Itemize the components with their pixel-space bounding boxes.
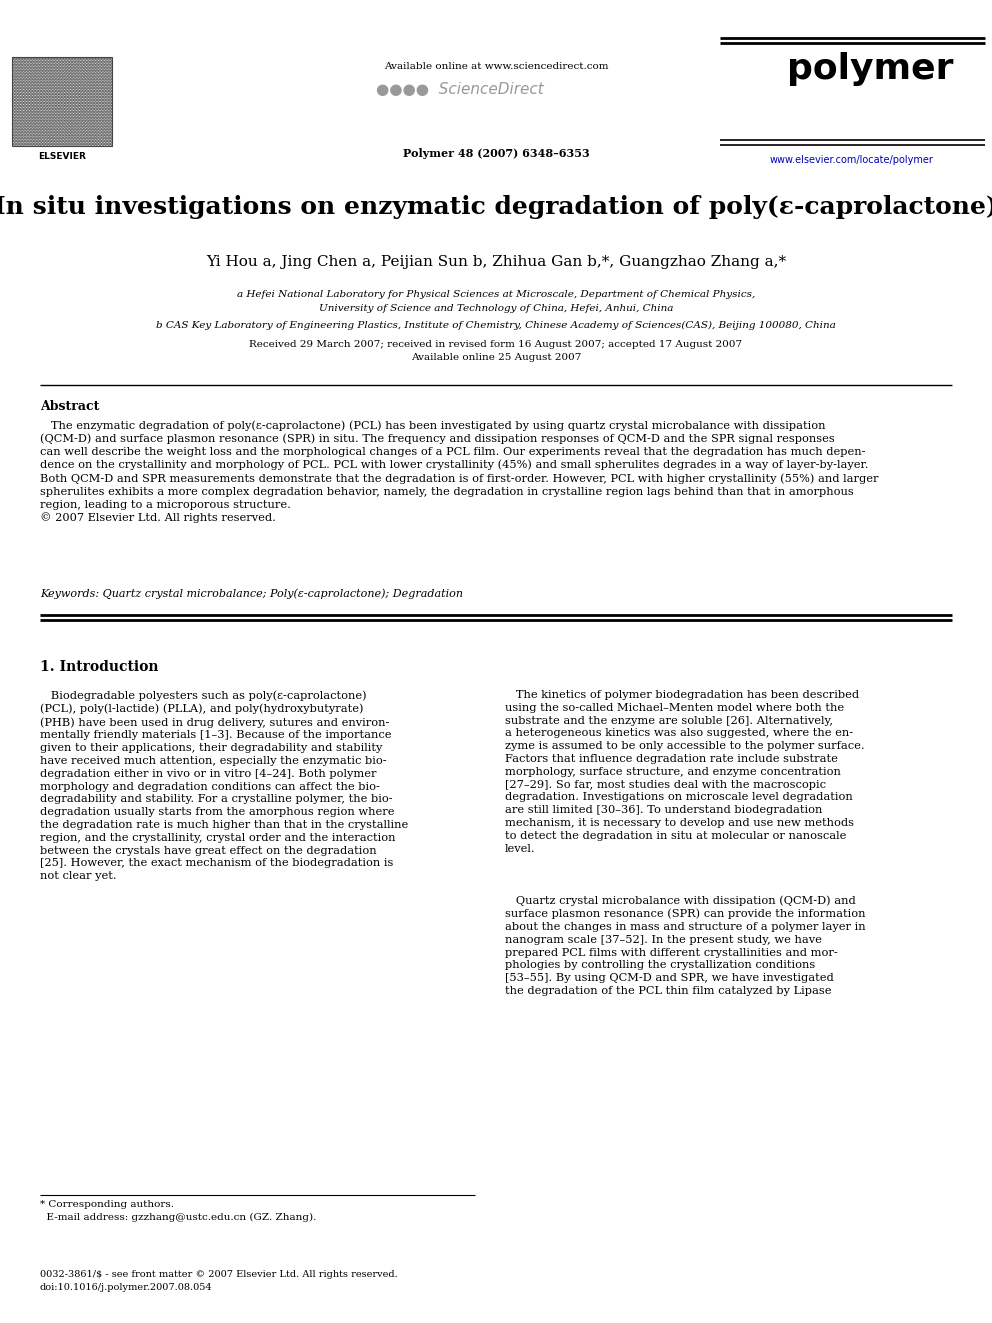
Text: ●●●●  ScienceDirect: ●●●● ScienceDirect: [376, 82, 544, 97]
Text: The kinetics of polymer biodegradation has been described
using the so-called Mi: The kinetics of polymer biodegradation h…: [505, 691, 865, 853]
Text: Quartz crystal microbalance with dissipation (QCM-D) and
surface plasmon resonan: Quartz crystal microbalance with dissipa…: [505, 894, 866, 996]
Text: Available online at www.sciencedirect.com: Available online at www.sciencedirect.co…: [384, 62, 608, 71]
Text: In situ investigations on enzymatic degradation of poly(ε-caprolactone): In situ investigations on enzymatic degr…: [0, 194, 992, 220]
Text: Polymer 48 (2007) 6348–6353: Polymer 48 (2007) 6348–6353: [403, 148, 589, 159]
Text: Abstract: Abstract: [40, 400, 99, 413]
Text: University of Science and Technology of China, Hefei, Anhui, China: University of Science and Technology of …: [318, 304, 674, 314]
Text: Biodegradable polyesters such as poly(ε-caprolactone)
(PCL), poly(l-lactide) (PL: Biodegradable polyesters such as poly(ε-…: [40, 691, 409, 881]
Text: E-mail address: gzzhang@ustc.edu.cn (GZ. Zhang).: E-mail address: gzzhang@ustc.edu.cn (GZ.…: [40, 1213, 316, 1222]
Text: Keywords: Quartz crystal microbalance; Poly(ε-caprolactone); Degradation: Keywords: Quartz crystal microbalance; P…: [40, 587, 463, 598]
Text: www.elsevier.com/locate/polymer: www.elsevier.com/locate/polymer: [770, 155, 933, 165]
Text: Available online 25 August 2007: Available online 25 August 2007: [411, 353, 581, 363]
Text: a Hefei National Laboratory for Physical Sciences at Microscale, Department of C: a Hefei National Laboratory for Physical…: [237, 290, 755, 299]
Text: Received 29 March 2007; received in revised form 16 August 2007; accepted 17 Aug: Received 29 March 2007; received in revi…: [249, 340, 743, 349]
Text: 1. Introduction: 1. Introduction: [40, 660, 159, 673]
Text: ELSEVIER: ELSEVIER: [38, 152, 86, 161]
Text: doi:10.1016/j.polymer.2007.08.054: doi:10.1016/j.polymer.2007.08.054: [40, 1283, 212, 1293]
Text: Yi Hou a, Jing Chen a, Peijian Sun b, Zhihua Gan b,*, Guangzhao Zhang a,*: Yi Hou a, Jing Chen a, Peijian Sun b, Zh…: [206, 255, 786, 269]
Bar: [12, 57, 112, 146]
Text: 0032-3861/$ - see front matter © 2007 Elsevier Ltd. All rights reserved.: 0032-3861/$ - see front matter © 2007 El…: [40, 1270, 398, 1279]
Text: polymer: polymer: [787, 52, 953, 86]
Text: * Corresponding authors.: * Corresponding authors.: [40, 1200, 174, 1209]
Text: The enzymatic degradation of poly(ε-caprolactone) (PCL) has been investigated by: The enzymatic degradation of poly(ε-capr…: [40, 419, 879, 524]
Text: b CAS Key Laboratory of Engineering Plastics, Institute of Chemistry, Chinese Ac: b CAS Key Laboratory of Engineering Plas…: [156, 321, 836, 331]
